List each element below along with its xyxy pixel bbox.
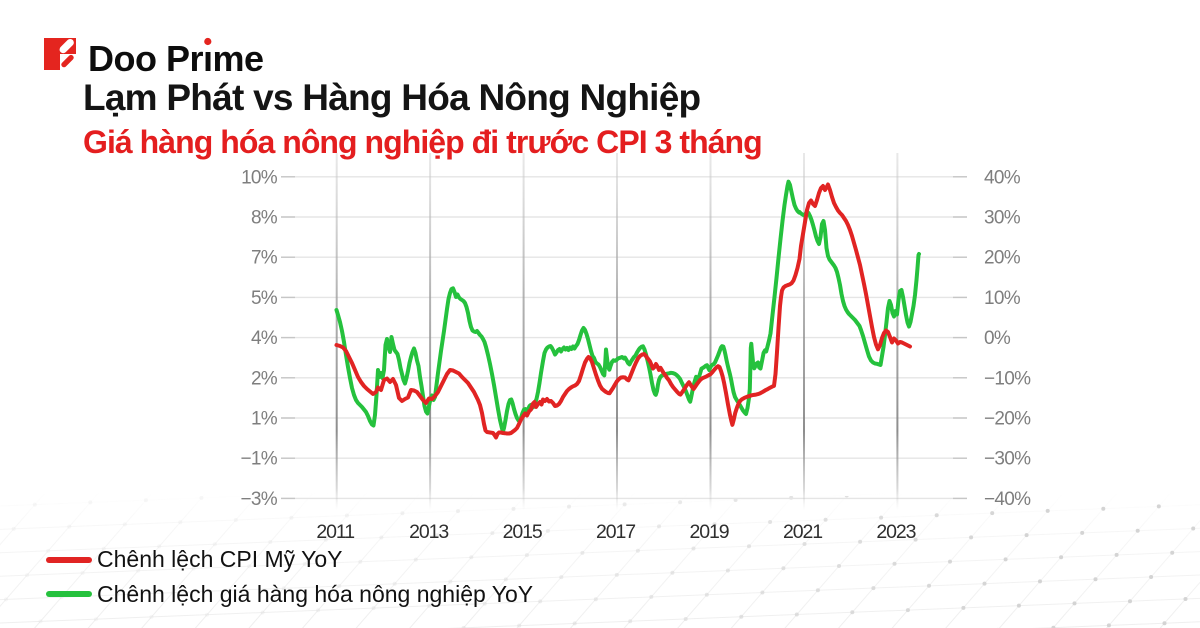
svg-text:−10%: −10% — [984, 368, 1031, 389]
svg-text:−3%: −3% — [241, 489, 278, 510]
svg-text:−20%: −20% — [984, 409, 1031, 430]
svg-text:−1%: −1% — [241, 449, 278, 470]
svg-text:5%: 5% — [251, 288, 278, 309]
svg-text:2019: 2019 — [690, 521, 729, 543]
svg-text:2021: 2021 — [783, 521, 822, 543]
svg-text:7%: 7% — [251, 248, 278, 269]
svg-text:2013: 2013 — [409, 521, 448, 543]
svg-text:2023: 2023 — [876, 521, 915, 543]
svg-text:8%: 8% — [251, 208, 278, 229]
svg-text:2011: 2011 — [316, 521, 354, 543]
svg-text:2015: 2015 — [503, 521, 543, 543]
svg-text:30%: 30% — [984, 208, 1021, 229]
svg-text:2%: 2% — [251, 368, 278, 389]
svg-text:−30%: −30% — [984, 449, 1031, 470]
svg-text:40%: 40% — [984, 167, 1021, 188]
svg-text:20%: 20% — [984, 248, 1021, 269]
svg-text:2017: 2017 — [596, 521, 635, 543]
svg-text:−40%: −40% — [984, 489, 1031, 510]
svg-text:4%: 4% — [251, 328, 278, 349]
svg-text:10%: 10% — [241, 167, 278, 188]
svg-text:1%: 1% — [251, 409, 278, 430]
svg-text:10%: 10% — [984, 288, 1021, 309]
svg-text:0%: 0% — [984, 328, 1011, 349]
